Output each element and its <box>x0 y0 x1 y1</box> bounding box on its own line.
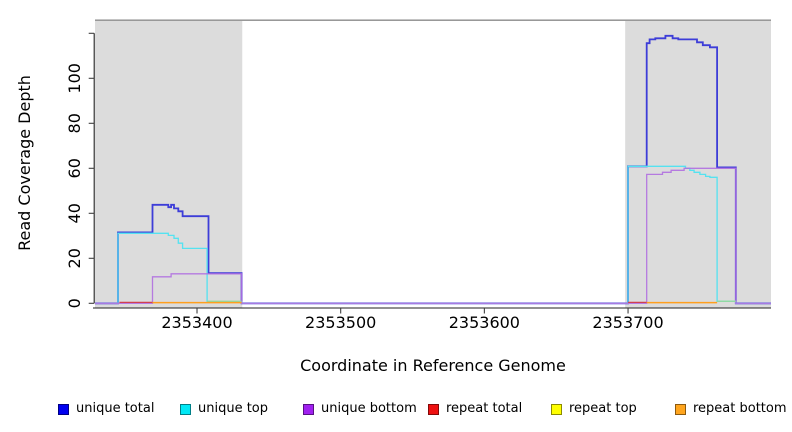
legend-label: repeat bottom <box>693 401 787 416</box>
x-axis-title: Coordinate in Reference Genome <box>300 356 566 375</box>
repeat-top-swatch-icon <box>551 403 562 415</box>
repeat-region-rect <box>625 21 771 308</box>
y-tick-label: 60 <box>65 158 84 178</box>
y-tick-label: 20 <box>65 248 84 268</box>
legend: unique total unique top unique bottom re… <box>0 398 792 420</box>
legend-item-repeat-bottom: repeat bottom <box>675 398 787 420</box>
unique-total-swatch-icon <box>58 403 69 415</box>
repeat-total-swatch-icon <box>428 403 439 415</box>
y-tick-label: 100 <box>65 63 84 94</box>
legend-label: unique bottom <box>321 401 417 416</box>
x-tick-label: 2353500 <box>305 313 376 332</box>
legend-item-repeat-top: repeat top <box>551 398 637 420</box>
unique-bottom-swatch-icon <box>303 403 314 415</box>
y-tick-label: 80 <box>65 113 84 133</box>
legend-item-unique-total: unique total <box>58 398 154 420</box>
series-line-unique-total <box>95 34 771 305</box>
series-line-unique-top <box>95 165 771 304</box>
legend-label: unique total <box>76 401 155 416</box>
legend-item-unique-bottom: unique bottom <box>303 398 417 420</box>
x-tick-label: 2353400 <box>161 313 232 332</box>
legend-label: repeat total <box>446 401 523 416</box>
legend-item-repeat-total: repeat total <box>428 398 522 420</box>
legend-label: repeat top <box>569 401 637 416</box>
repeat-region-rect <box>95 21 243 308</box>
x-tick-label: 2353700 <box>592 313 663 332</box>
legend-item-unique-top: unique top <box>180 398 268 420</box>
coverage-series-lines <box>95 34 771 305</box>
y-tick-label: 40 <box>65 203 84 223</box>
repeat-bottom-swatch-icon <box>675 403 686 415</box>
axes: 2353400 2353500 2353600 2353700 0 20 40 60 80 100 <box>65 32 771 332</box>
series-line-unique-bottom <box>95 167 771 304</box>
x-tick-label: 2353600 <box>449 313 520 332</box>
y-tick-label: 0 <box>65 298 84 308</box>
y-axis-title: Read Coverage Depth <box>15 75 34 251</box>
unique-top-swatch-icon <box>180 403 191 415</box>
legend-label: unique top <box>198 401 269 416</box>
repeat-region-shading <box>95 21 771 308</box>
